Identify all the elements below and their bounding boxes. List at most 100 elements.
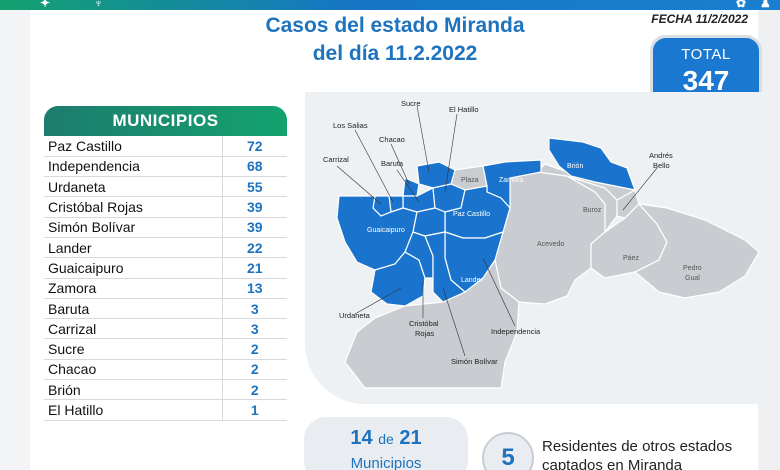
table-row: Independencia 68: [44, 156, 287, 178]
affected-municipios-box: 14 de 21 Municipios: [302, 415, 470, 470]
region-urdaneta: [370, 251, 426, 307]
label-simon-bolivar: Simón Bolívar: [451, 357, 498, 366]
municipio-name: Zamora: [44, 278, 223, 299]
municipio-cases: 68: [222, 156, 287, 178]
label-cristobal-2: Rojas: [415, 329, 434, 338]
label-andres-2: Bello: [653, 161, 670, 170]
decor-gear-icon: ✿: [736, 0, 747, 10]
region-simon-bolivar: [424, 231, 467, 303]
title-line-1: Casos del estado Miranda: [265, 14, 525, 37]
label-baruta: Baruta: [381, 159, 404, 168]
municipio-name: Cristóbal Rojas: [44, 196, 223, 218]
municipio-name: Baruta: [44, 298, 223, 320]
total-municipios: 21: [399, 427, 422, 449]
municipio-cases: 3: [222, 298, 287, 320]
municipios-header: MUNICIPIOS: [44, 106, 287, 136]
municipio-name: Chacao: [44, 359, 223, 381]
municipio-cases: 22: [222, 237, 287, 259]
title-line-2: del día 11.2.2022: [312, 42, 478, 65]
residents-text: Residentes de otros estados captados en …: [542, 438, 733, 470]
label-brion: Brión: [567, 163, 583, 170]
table-row: Cristóbal Rojas 39: [44, 196, 287, 218]
label-sucre: Sucre: [401, 99, 421, 108]
map-regions: [336, 137, 760, 389]
municipio-name: Simón Bolívar: [44, 217, 223, 238]
municipio-cases: 39: [222, 217, 287, 238]
label-zamora: Zamora: [499, 177, 523, 184]
table-row: Baruta 3: [44, 298, 287, 320]
municipio-cases: 39: [222, 196, 287, 218]
left-shade: [0, 10, 30, 470]
municipios-label: Municipios: [350, 455, 422, 470]
map-labels: Sucre El Hatillo Los Salias Chacao Carri…: [323, 99, 702, 366]
label-plaza: Plaza: [461, 177, 479, 184]
table-row: Guaicaipuro 21: [44, 257, 287, 279]
municipio-cases: 13: [222, 278, 287, 299]
municipio-cases: 55: [222, 176, 287, 198]
label-guaicaipuro: Guaicaipuro: [367, 227, 405, 234]
municipio-name: Independencia: [44, 156, 223, 178]
municipio-name: Carrizal: [44, 318, 223, 340]
label-los-salias: Los Salias: [333, 121, 368, 130]
affected-count: 14: [350, 427, 373, 449]
table-row: Sucre 2: [44, 338, 287, 360]
table-row: Paz Castillo 72: [44, 136, 287, 157]
top-color-band: ✦ ♆ ✿ ♟: [0, 0, 780, 10]
municipio-cases: 21: [222, 257, 287, 279]
region-east-coast: [535, 163, 637, 201]
affected-count-line: 14 de 21: [304, 427, 468, 450]
affected-de: de: [378, 431, 394, 447]
region-chacao: [402, 177, 420, 197]
residents-count: 5: [482, 432, 534, 470]
municipio-cases: 2: [222, 359, 287, 381]
table-row: Simón Bolívar 39: [44, 217, 287, 238]
table-row: Carrizal 3: [44, 318, 287, 340]
municipio-name: Sucre: [44, 338, 223, 360]
region-independencia-north: [412, 207, 446, 237]
municipio-cases: 2: [222, 338, 287, 360]
region-pedro-gual: [633, 203, 760, 299]
municipio-name: Paz Castillo: [44, 136, 223, 157]
logo-figure-icon: ♆: [94, 0, 103, 10]
municipio-cases: 2: [222, 379, 287, 401]
municipio-cases: 3: [222, 318, 287, 340]
label-paz-castillo: Paz Castillo: [453, 211, 490, 218]
municipio-name: Brión: [44, 379, 223, 401]
municipio-name: El Hatillo: [44, 399, 223, 421]
label-cristobal-1: Cristóbal: [409, 319, 439, 328]
municipios-table: Paz Castillo 72 Independencia 68 Urdaneta 55 C…: [44, 136, 287, 421]
logo-mark-icon: ✦: [40, 0, 51, 10]
label-independencia: Independencia: [491, 327, 541, 336]
table-row: Chacao 2: [44, 359, 287, 381]
municipio-cases: 72: [222, 136, 287, 157]
label-paez: Páez: [623, 255, 639, 262]
table-row: El Hatillo 1: [44, 399, 287, 421]
miranda-map: Sucre El Hatillo Los Salias Chacao Carri…: [323, 99, 760, 389]
label-el-hatillo: El Hatillo: [449, 105, 479, 114]
label-andres-1: Andrés: [649, 151, 673, 160]
label-buroz: Buroz: [583, 207, 602, 214]
decor-figure-icon: ♟: [760, 0, 771, 10]
region-acevedo: [494, 171, 606, 305]
label-carrizal: Carrizal: [323, 155, 349, 164]
table-row: Urdaneta 55: [44, 176, 287, 198]
label-chacao: Chacao: [379, 135, 405, 144]
label-urdaneta: Urdaneta: [339, 311, 371, 320]
map-leader-lines: [336, 105, 658, 357]
municipio-name: Urdaneta: [44, 176, 223, 198]
region-brion: [548, 137, 636, 191]
label-acevedo: Acevedo: [537, 241, 564, 248]
total-label: TOTAL: [681, 46, 731, 63]
date-label: FECHA 11/2/2022: [651, 12, 748, 26]
label-pedro-2: Gual: [685, 275, 700, 282]
label-lander: Lander: [461, 277, 483, 284]
label-pedro-1: Pedro: [683, 265, 702, 272]
total-value: 347: [682, 65, 730, 96]
table-row: Zamora 13: [44, 278, 287, 299]
page-title: Casos del estado Miranda del día 11.2.20…: [230, 12, 560, 68]
municipio-name: Guaicaipuro: [44, 257, 223, 279]
table-row: Brión 2: [44, 379, 287, 401]
municipio-name: Lander: [44, 237, 223, 259]
municipio-cases: 1: [222, 399, 287, 421]
table-row: Lander 22: [44, 237, 287, 259]
